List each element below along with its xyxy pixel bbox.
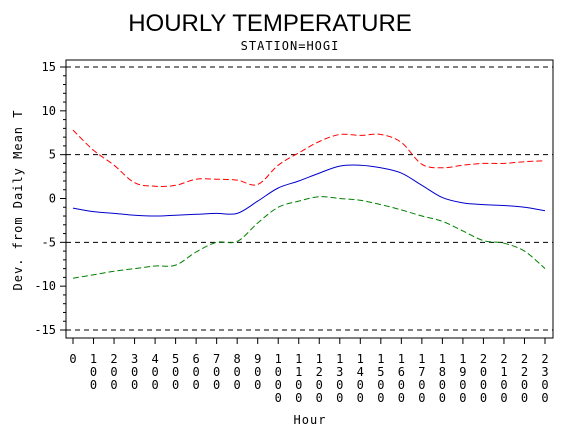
series-line-1 <box>72 129 546 187</box>
series-line-3 <box>72 196 546 279</box>
series-layer <box>72 129 546 279</box>
y-tick-label: -10 <box>34 279 56 293</box>
chart-subtitle: STATION=HOGI <box>241 39 340 53</box>
reference-lines <box>66 66 553 331</box>
chart-title: HOURLY TEMPERATURE <box>128 10 412 37</box>
y-tick-label: 15 <box>42 60 56 74</box>
x-axis-label: Hour <box>294 413 327 427</box>
y-tick-label: -5 <box>42 235 56 249</box>
x-axis: 0 1 0 0 2 0 0 3 0 0 4 0 0 5 0 0 6 0 0 7 0 0 8 0 0 9 0 0 1 0 0 0 1 1 0 0 1 2 0 0… <box>69 338 549 405</box>
y-tick-label: 5 <box>49 148 56 162</box>
y-tick-label: 10 <box>42 104 56 118</box>
y-axis: -15 -10 -5 0 5 10 15 <box>34 60 66 337</box>
x-tick-label: 0 <box>69 352 76 366</box>
series-line-2 <box>72 164 546 217</box>
y-axis-label: Dev. from Daily Mean T <box>11 110 25 291</box>
y-tick-label: 0 <box>49 192 56 206</box>
y-tick-label: -15 <box>34 323 56 337</box>
plot-frame <box>65 59 554 339</box>
